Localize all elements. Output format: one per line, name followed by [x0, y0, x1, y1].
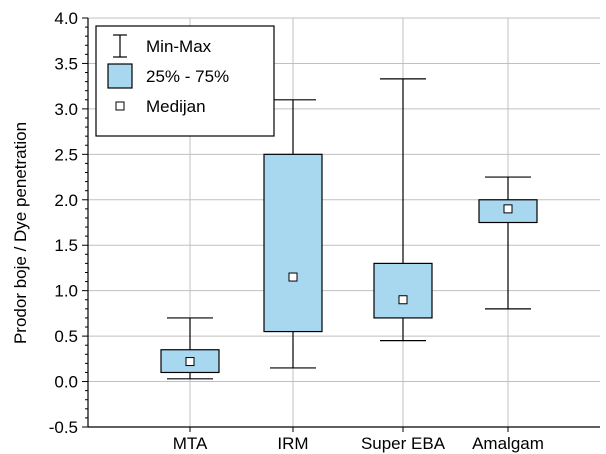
- median-marker: [288, 272, 298, 282]
- y-tick-label: 0.5: [54, 327, 78, 346]
- median-marker: [503, 204, 513, 214]
- y-tick-label: 3.5: [54, 54, 78, 73]
- y-tick-label: 2.5: [54, 145, 78, 164]
- y-tick-label: 4.0: [54, 9, 78, 28]
- median-marker: [398, 295, 408, 305]
- x-tick-label: Amalgam: [472, 434, 544, 453]
- axes: [87, 18, 600, 428]
- y-tick-label: 1.0: [54, 282, 78, 301]
- legend-median-icon: [115, 101, 125, 111]
- legend-label: 25% - 75%: [146, 67, 229, 86]
- y-axis-title: Prodor boje / Dye penetration: [11, 122, 30, 344]
- iqr-box: [373, 262, 433, 319]
- box-series: [160, 78, 538, 380]
- y-tick-label: 3.0: [54, 100, 78, 119]
- x-tick-label: MTA: [173, 434, 208, 453]
- iqr-box: [263, 153, 323, 333]
- legend: Min-Max 25% - 75% Medijan: [95, 25, 275, 137]
- median-marker: [185, 357, 195, 367]
- legend-label: Min-Max: [146, 37, 212, 56]
- y-axis-ticks: -0.5 0.0 0.5 1.0 1.5 2.0 2.5 3.0 3.5 4.0: [49, 9, 88, 437]
- box-irm: [263, 99, 323, 369]
- x-tick-label: IRM: [277, 434, 308, 453]
- y-tick-label: 2.0: [54, 191, 78, 210]
- box-super-eba: [373, 78, 433, 342]
- legend-label: Medijan: [146, 97, 206, 116]
- x-axis-category-labels: MTA IRM Super EBA Amalgam: [173, 427, 544, 453]
- x-tick-label: Super EBA: [361, 434, 446, 453]
- legend-box-icon: [107, 63, 133, 89]
- y-tick-label: 0.0: [54, 373, 78, 392]
- y-tick-label: 1.5: [54, 236, 78, 255]
- box-mta: [160, 317, 220, 380]
- box-amalgam: [478, 176, 538, 310]
- y-tick-label: -0.5: [49, 418, 78, 437]
